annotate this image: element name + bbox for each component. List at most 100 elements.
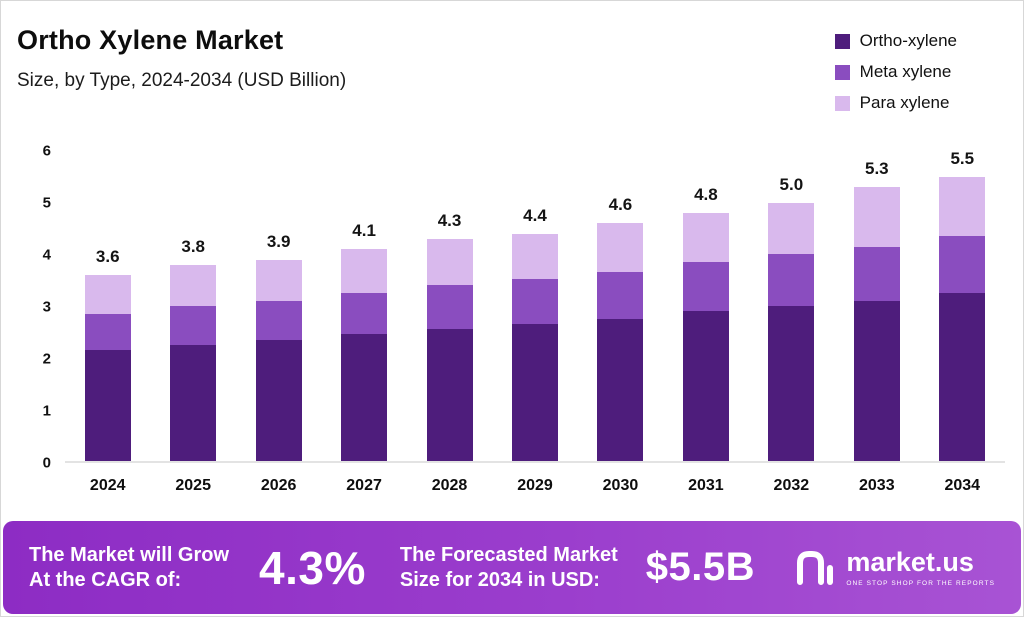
bar-segment-ortho-xylene: [426, 329, 473, 461]
legend: Ortho-xylene Meta xylene Para xylene: [834, 31, 957, 113]
y-tick-label: 4: [42, 246, 51, 264]
x-axis-label: 2025: [175, 477, 211, 494]
bar-segment-ortho-xylene: [939, 293, 986, 461]
bar-column-2026: 3.9: [236, 151, 321, 461]
chart-header: Ortho Xylene Market Size, by Type, 2024-…: [17, 25, 346, 92]
bar-segment-ortho-xylene: [170, 344, 217, 461]
x-axis-label: 2034: [944, 477, 981, 494]
bar-segment-para-xylene: [939, 176, 986, 237]
bar-stack: [682, 213, 729, 461]
bar-segment-meta-xylene: [939, 236, 986, 294]
bar-segment-para-xylene: [682, 213, 729, 263]
bar-stack: [170, 264, 217, 461]
bar-segment-ortho-xylene: [511, 324, 558, 461]
bar-stack: [341, 249, 388, 461]
cagr-value: 4.3%: [259, 541, 366, 594]
bar-segment-meta-xylene: [84, 313, 131, 350]
bar-segment-meta-xylene: [597, 272, 644, 319]
bar-stack: [84, 275, 131, 461]
brand-logo: market.us ONE STOP SHOP FOR THE REPORTS: [791, 546, 995, 590]
page-subtitle: Size, by Type, 2024-2034 (USD Billion): [17, 70, 347, 91]
bar-column-2034: 5.5: [920, 148, 1005, 461]
x-axis-label: 2032: [773, 477, 810, 494]
forecast-label: The Forecasted Market Size for 2034 in US…: [399, 543, 618, 591]
legend-swatch-icon: [834, 95, 850, 111]
bar-column-2031: 4.8: [663, 151, 748, 461]
bar-stack: [939, 176, 986, 461]
y-tick-label: 0: [42, 454, 51, 472]
bar-segment-para-xylene: [341, 249, 388, 294]
bar-segment-para-xylene: [853, 187, 900, 247]
bar-total-label: 4.1: [352, 221, 376, 241]
bar-segment-para-xylene: [84, 275, 131, 314]
legend-item-meta-xylene: Meta xylene: [834, 62, 957, 82]
x-axis: 2024 2025 2026 2027 2028 2029 2030 2031 2032 2033…: [65, 477, 1005, 495]
legend-swatch-icon: [834, 64, 850, 80]
bar-stack: [768, 202, 815, 461]
bar-segment-para-xylene: [511, 233, 558, 279]
bar-segment-meta-xylene: [255, 300, 302, 340]
bar-total-label: 4.4: [523, 205, 547, 225]
bar-column-2025: 3.8: [150, 151, 235, 461]
bar-segment-para-xylene: [170, 264, 217, 306]
x-axis-label: 2030: [602, 477, 639, 494]
bar-total-label: 4.6: [608, 195, 633, 215]
bar-chart: 0 1 2 3 4 5 6 3.6 3.8 3.9 4.1 4.3 4.4 4.6 4.8 5.0 5.3 5.…: [19, 143, 1005, 519]
x-axis-label: 2028: [431, 477, 468, 494]
bar-segment-ortho-xylene: [768, 305, 815, 461]
y-tick-label: 1: [42, 402, 51, 420]
bar-segment-meta-xylene: [170, 306, 217, 345]
legend-item-ortho-xylene: Ortho-xylene: [834, 31, 957, 51]
bar-segment-ortho-xylene: [597, 318, 644, 461]
brand-tagline: ONE STOP SHOP FOR THE REPORTS: [846, 579, 995, 587]
bar-segment-ortho-xylene: [682, 311, 729, 461]
legend-label: Ortho-xylene: [859, 31, 957, 50]
bar-segment-meta-xylene: [682, 262, 729, 312]
bar-segment-meta-xylene: [768, 254, 815, 306]
y-tick-label: 3: [42, 298, 51, 316]
bar-column-2027: 4.1: [321, 151, 406, 461]
x-axis-label: 2024: [89, 477, 126, 494]
forecast-value: $5.5B: [645, 545, 756, 589]
bar-segment-ortho-xylene: [255, 339, 302, 461]
x-axis-label: 2027: [346, 477, 382, 494]
bar-column-2030: 4.6: [578, 151, 663, 461]
bar-total-label: 4.3: [437, 210, 462, 230]
bar-segment-ortho-xylene: [853, 300, 900, 461]
bar-segment-meta-xylene: [511, 278, 558, 325]
x-axis-label: 2029: [517, 477, 553, 494]
page-title: Ortho Xylene Market: [17, 25, 284, 55]
bar-stack: [426, 238, 473, 461]
y-tick-label: 6: [42, 142, 51, 160]
legend-item-para-xylene: Para xylene: [834, 93, 957, 113]
bar-total-label: 3.9: [266, 231, 291, 251]
y-tick-label: 5: [42, 194, 51, 212]
bar-segment-ortho-xylene: [341, 334, 388, 461]
marketus-logo-icon: [797, 550, 834, 585]
bar-column-2024: 3.6: [65, 151, 150, 461]
bar-segment-para-xylene: [426, 238, 473, 286]
bar-stack: [255, 259, 302, 462]
bar-column-2033: 5.3: [834, 151, 919, 461]
x-axis-label: 2026: [260, 477, 297, 494]
bar-segment-para-xylene: [768, 202, 815, 255]
bar-column-2028: 4.3: [407, 151, 492, 461]
bar-total-label: 3.6: [95, 247, 120, 266]
plot-area: 3.6 3.8 3.9 4.1 4.3 4.4 4.6 4.8 5.0 5.3 5.5: [65, 148, 1005, 463]
bar-segment-para-xylene: [597, 223, 644, 273]
y-tick-label: 2: [42, 350, 51, 368]
x-axis-label: 2031: [688, 477, 724, 494]
legend-label: Meta xylene: [859, 62, 952, 81]
x-axis-label: 2033: [859, 477, 895, 494]
bar-segment-meta-xylene: [853, 246, 900, 301]
legend-label: Para xylene: [859, 93, 950, 112]
y-axis: 0 1 2 3 4 5 6: [19, 143, 65, 472]
footer-banner: The Market will Grow At the CAGR of: 4.3%…: [3, 521, 1021, 614]
bar-total-label: 4.8: [694, 185, 718, 204]
bar-segment-ortho-xylene: [84, 349, 131, 461]
bars: 3.6 3.8 3.9 4.1 4.3 4.4 4.6 4.8 5.0 5.3 5.5: [65, 148, 1005, 461]
bar-total-label: 5.5: [950, 148, 975, 168]
legend-swatch-icon: [834, 33, 850, 49]
bar-stack: [853, 187, 900, 461]
